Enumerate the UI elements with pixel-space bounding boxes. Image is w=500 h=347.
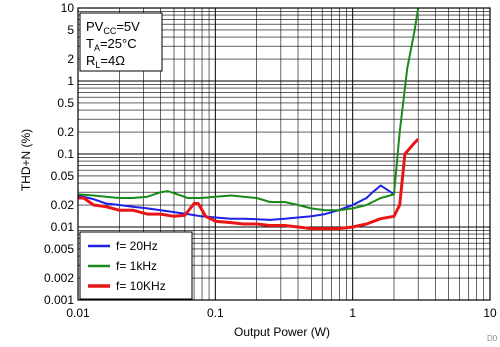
y-tick-label: 1 <box>67 74 74 88</box>
y-tick-label: 2 <box>67 52 74 66</box>
y-tick-label: 0.5 <box>57 96 74 110</box>
condition-temperature: TA=25°C <box>86 36 137 53</box>
y-tick-label: 0.01 <box>51 220 75 234</box>
y-tick-label: 10 <box>61 1 75 15</box>
conditions-box: PVCC=5V TA=25°C RL=4Ω <box>79 12 163 72</box>
legend-label-1khz: f= 1kHz <box>116 259 157 273</box>
y-axis-label: THD+N (%) <box>19 129 33 191</box>
y-tick-label: 5 <box>67 23 74 37</box>
figure-code: D0 <box>487 334 498 343</box>
series-line-2 <box>78 138 420 231</box>
x-tick-label: 10 <box>483 306 497 320</box>
y-tick-label: 0.02 <box>51 198 75 212</box>
series-lines <box>77 7 420 231</box>
condition-load: RL=4Ω <box>86 53 125 70</box>
legend-label-10khz: f= 10KHz <box>116 279 166 293</box>
tick-labels: 0.01 0.1 1 10 0.001 0.002 0.005 0.01 0.02 0.05 0.1… <box>44 1 497 320</box>
x-tick-label: 0.01 <box>66 306 90 320</box>
y-tick-label: 0.001 <box>44 293 74 307</box>
y-tick-label: 0.05 <box>51 169 75 183</box>
x-axis-label: Output Power (W) <box>234 325 330 339</box>
y-tick-label: 0.1 <box>57 147 74 161</box>
x-tick-label: 1 <box>349 306 356 320</box>
y-tick-label: 0.002 <box>44 271 74 285</box>
series-line-1 <box>77 7 420 212</box>
series-line-0 <box>77 184 395 221</box>
legend-label-20hz: f= 20Hz <box>116 239 158 253</box>
plot-frame <box>77 7 491 301</box>
y-tick-label: 0.2 <box>57 125 74 139</box>
x-tick-label: 0.1 <box>207 306 224 320</box>
condition-supply: PVCC=5V <box>86 19 140 36</box>
legend: f= 20Hz f= 1kHz f= 10KHz <box>79 231 193 300</box>
y-tick-label: 0.005 <box>44 242 74 256</box>
